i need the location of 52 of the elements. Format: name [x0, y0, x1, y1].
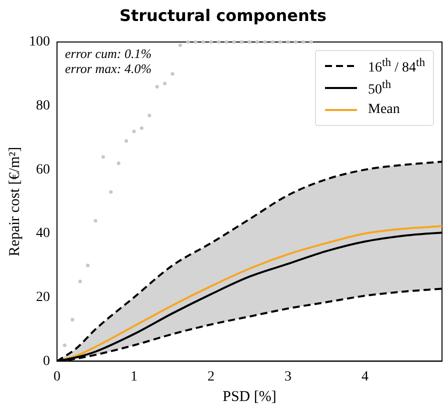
point — [255, 40, 259, 44]
point — [109, 190, 113, 194]
point — [309, 40, 313, 44]
point — [70, 318, 74, 322]
x-tick-label: 3 — [284, 369, 292, 384]
chart-title: Structural components — [118, 6, 328, 25]
point — [132, 130, 136, 134]
point — [178, 43, 182, 47]
point — [278, 40, 282, 44]
point — [78, 280, 82, 284]
x-axis-title: PSD [%] — [222, 388, 276, 405]
point — [62, 343, 66, 348]
point — [240, 40, 244, 44]
y-tick-label: 100 — [29, 34, 50, 50]
point — [124, 139, 128, 143]
point — [186, 40, 190, 44]
point — [155, 84, 159, 88]
x-tick-label: 0 — [54, 369, 60, 384]
point — [248, 40, 252, 44]
point — [224, 40, 228, 44]
y-axis-title: Repair cost [€/m²] — [6, 146, 23, 256]
y-tick-label: 60 — [36, 162, 50, 178]
point — [232, 40, 236, 44]
legend-label: 16$^{th}$ / 84$^{th}$ — [368, 56, 426, 76]
y-tick-label: 20 — [36, 290, 50, 306]
point — [216, 40, 220, 44]
x-tick-label: 1 — [130, 369, 138, 384]
x-tick-label: 4 — [362, 369, 368, 384]
point — [101, 155, 105, 159]
point — [94, 218, 98, 223]
annotation: error cum: 0.1% — [65, 46, 152, 61]
point — [209, 40, 213, 44]
point — [148, 114, 152, 118]
point — [170, 72, 174, 76]
annotation: error max: 4.0% — [65, 61, 152, 76]
point — [140, 126, 144, 130]
y-tick-label: 0 — [43, 354, 50, 369]
legend-label: 50$^{th}$ — [368, 78, 392, 98]
point — [286, 40, 290, 44]
point — [302, 40, 306, 44]
point — [116, 161, 120, 166]
point — [202, 40, 206, 44]
y-tick-label: 40 — [36, 226, 50, 242]
y-tick-label: 80 — [36, 98, 50, 114]
point — [270, 40, 274, 44]
x-tick-label: 2 — [208, 369, 214, 384]
point — [194, 40, 198, 44]
point — [163, 82, 167, 86]
point — [294, 40, 298, 44]
legend-label: Mean — [368, 102, 400, 118]
point — [86, 264, 90, 268]
point — [263, 40, 267, 44]
